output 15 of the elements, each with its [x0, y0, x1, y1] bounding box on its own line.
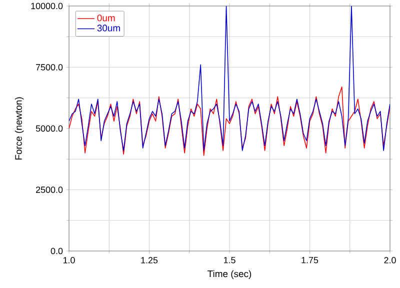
y-tick-label: 0.0	[50, 248, 63, 254]
x-tick-label: 1.0	[63, 257, 75, 264]
y-axis-title: Force (newton)	[14, 97, 24, 160]
line-series	[69, 86, 390, 156]
x-tick-label: 1.25	[141, 257, 158, 264]
y-tick-label: 2500.0	[36, 186, 63, 193]
x-axis-title: Time (sec)	[208, 270, 252, 280]
y-tick-label: 7500.0	[36, 64, 63, 70]
x-tick-label: 1.75	[302, 257, 318, 264]
legend-label: 0um	[97, 14, 115, 22]
y-tick-label: 5000.0	[36, 125, 63, 132]
y-tick-label: 10000.0	[31, 2, 63, 10]
x-tick-label: 2.0	[384, 257, 396, 264]
x-tick-label: 1.5	[224, 257, 236, 264]
legend-label: 30um	[97, 24, 120, 32]
